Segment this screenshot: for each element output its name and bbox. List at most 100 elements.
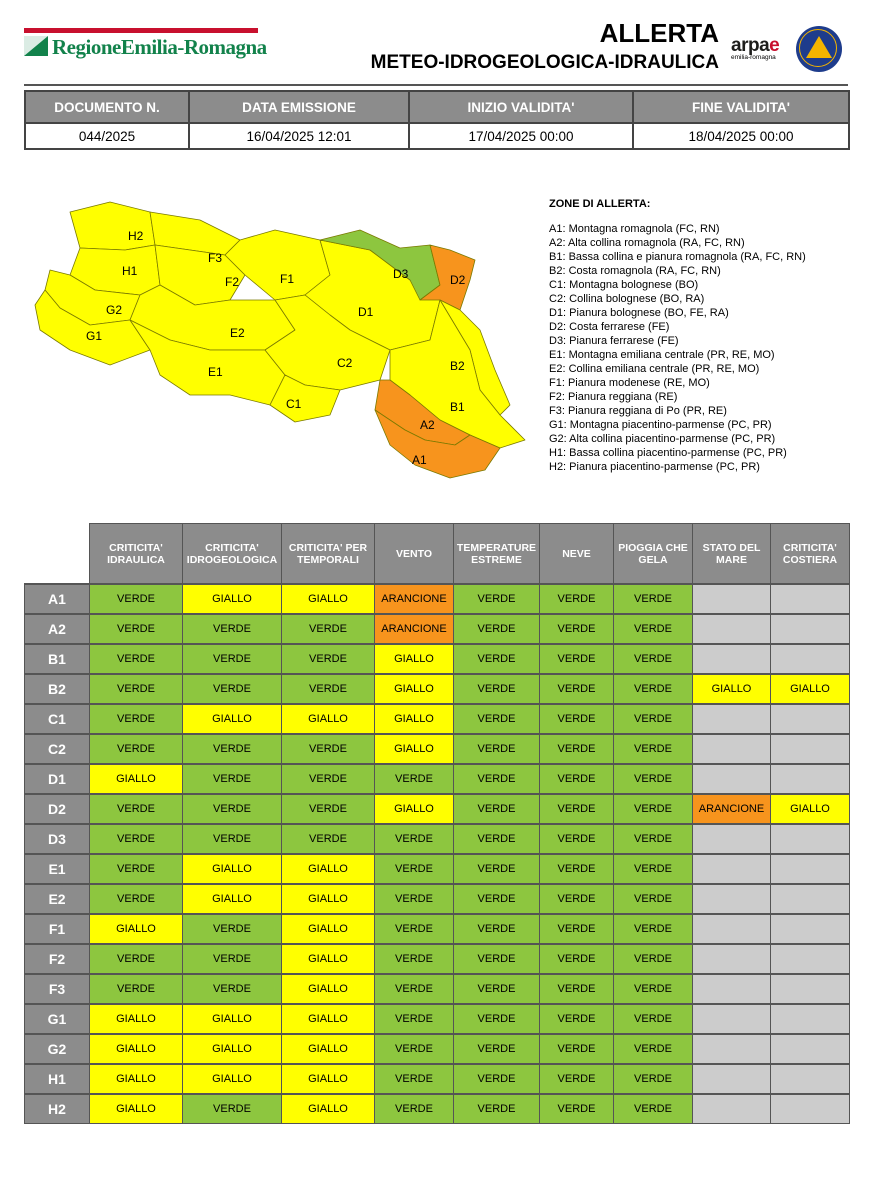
table-row: E2 VERDE GIALLO GIALLO VERDE VERDE VERDE VERDE (24, 883, 850, 913)
zone-label: F3 (24, 973, 89, 1003)
alert-level-cell: VERDE (539, 793, 613, 823)
table-row: C1 VERDE GIALLO GIALLO GIALLO VERDE VERDE VERDE (24, 703, 850, 733)
alert-level-cell: VERDE (281, 613, 374, 643)
alert-level-cell: VERDE (453, 943, 539, 973)
table-row: H1 GIALLO GIALLO GIALLO VERDE VERDE VERDE VERDE (24, 1063, 850, 1093)
map-label-e1: E1 (208, 365, 223, 379)
alert-level-cell: VERDE (89, 613, 182, 643)
alert-level-cell: VERDE (374, 823, 453, 853)
alert-level-cell: VERDE (453, 643, 539, 673)
alert-level-cell: GIALLO (89, 1093, 182, 1124)
alert-level-cell: VERDE (539, 913, 613, 943)
alert-level-cell (770, 583, 850, 613)
alert-level-cell: VERDE (89, 583, 182, 613)
arpae-logo: arpae emilia-romagna (731, 35, 791, 67)
alert-level-cell: VERDE (89, 853, 182, 883)
column-header: PIOGGIA CHE GELA (613, 523, 692, 583)
alert-level-cell (692, 733, 770, 763)
alert-level-cell: GIALLO (374, 733, 453, 763)
table-row: A1 VERDE GIALLO GIALLO ARANCIONE VERDE VERDE VE… (24, 583, 850, 613)
alert-level-cell: VERDE (374, 973, 453, 1003)
map-label-f3: F3 (208, 251, 222, 265)
column-header: CRITICITA' IDRAULICA (89, 523, 182, 583)
alert-level-cell: VERDE (182, 913, 281, 943)
zone-label: G1 (24, 1003, 89, 1033)
alert-level-cell: GIALLO (281, 973, 374, 1003)
alert-zones-map: H2 F3 H1 F2 F1 D3 D2 G2 D1 G1 E2 C2 B2 E… (34, 201, 526, 479)
alert-level-cell: ARANCIONE (374, 583, 453, 613)
page-subtitle: METEO-IDROGEOLOGICA-IDRAULICA (370, 52, 719, 73)
alert-level-cell (692, 703, 770, 733)
map-zone-a1 (374, 409, 501, 479)
alert-level-cell: VERDE (613, 853, 692, 883)
legend-item: F3: Pianura reggiana di Po (PR, RE) (549, 405, 727, 417)
alert-level-cell: GIALLO (89, 1063, 182, 1093)
map-label-e2: E2 (230, 326, 245, 340)
alert-level-cell: VERDE (281, 673, 374, 703)
zone-label: D3 (24, 823, 89, 853)
legend-item: B1: Bassa collina e pianura romagnola (R… (549, 251, 806, 263)
legend-item: D2: Costa ferrarese (FE) (549, 321, 670, 333)
alert-level-cell: VERDE (613, 1093, 692, 1124)
map-label-f2: F2 (225, 275, 239, 289)
corner-cell (24, 523, 89, 583)
alert-level-cell: VERDE (539, 643, 613, 673)
alert-level-cell (692, 973, 770, 1003)
doc-number: 044/2025 (24, 122, 190, 150)
alert-level-cell (692, 1033, 770, 1063)
alert-level-cell (770, 733, 850, 763)
alert-level-cell (692, 883, 770, 913)
alert-level-cell: VERDE (453, 1093, 539, 1124)
alert-level-cell (770, 823, 850, 853)
alert-level-cell: VERDE (539, 673, 613, 703)
alert-level-cell: VERDE (613, 1033, 692, 1063)
alert-level-cell (770, 1033, 850, 1063)
alert-level-cell: VERDE (539, 733, 613, 763)
legend-item: B2: Costa romagnola (RA, FC, RN) (549, 265, 721, 277)
alert-level-cell: VERDE (613, 913, 692, 943)
alert-level-cell: VERDE (182, 733, 281, 763)
alert-level-cell: VERDE (453, 1033, 539, 1063)
alert-level-cell: VERDE (453, 883, 539, 913)
alert-level-cell: VERDE (453, 673, 539, 703)
alert-level-cell: VERDE (374, 763, 453, 793)
zone-label: C2 (24, 733, 89, 763)
alert-level-cell: VERDE (453, 583, 539, 613)
alert-level-cell: GIALLO (182, 1033, 281, 1063)
alert-level-cell: VERDE (89, 883, 182, 913)
alert-level-cell: VERDE (613, 943, 692, 973)
alert-level-cell: VERDE (374, 1033, 453, 1063)
legend-item: H2: Pianura piacentino-parmense (PC, PR) (549, 461, 760, 473)
zone-label: H1 (24, 1063, 89, 1093)
table-row: B1 VERDE VERDE VERDE GIALLO VERDE VERDE VERDE (24, 643, 850, 673)
alert-level-cell: VERDE (539, 763, 613, 793)
alert-level-cell: GIALLO (182, 883, 281, 913)
alert-level-cell: GIALLO (374, 673, 453, 703)
doc-validity-end: 18/04/2025 00:00 (632, 122, 850, 150)
alert-level-cell: VERDE (539, 583, 613, 613)
zones-legend: ZONE DI ALLERTA: A1: Montagna romagnola … (549, 197, 849, 474)
arpae-logo-subtext: emilia-romagna (731, 54, 776, 61)
alert-level-cell: VERDE (182, 673, 281, 703)
zone-label: H2 (24, 1093, 89, 1124)
logo-flag-icon (24, 36, 48, 56)
alert-level-cell: VERDE (453, 1063, 539, 1093)
alert-level-cell: VERDE (613, 583, 692, 613)
alert-level-cell: GIALLO (182, 583, 281, 613)
alert-level-cell (692, 583, 770, 613)
map-label-d2: D2 (450, 273, 466, 287)
table-row: G1 GIALLO GIALLO GIALLO VERDE VERDE VERDE VERDE (24, 1003, 850, 1033)
alert-level-cell: GIALLO (182, 1003, 281, 1033)
alert-level-cell: VERDE (539, 973, 613, 1003)
column-header: STATO DEL MARE (692, 523, 770, 583)
alert-level-cell: VERDE (182, 763, 281, 793)
map-label-c2: C2 (337, 356, 353, 370)
alert-level-cell: GIALLO (182, 703, 281, 733)
column-header: TEMPERATURE ESTREME (453, 523, 539, 583)
legend-item: G1: Montagna piacentino-parmense (PC, PR… (549, 419, 772, 431)
alert-level-cell: GIALLO (89, 1003, 182, 1033)
alert-level-cell: VERDE (539, 1033, 613, 1063)
alert-level-cell: VERDE (281, 793, 374, 823)
alert-level-cell: VERDE (374, 853, 453, 883)
table-row: H2 GIALLO VERDE GIALLO VERDE VERDE VERDE VERDE (24, 1093, 850, 1124)
